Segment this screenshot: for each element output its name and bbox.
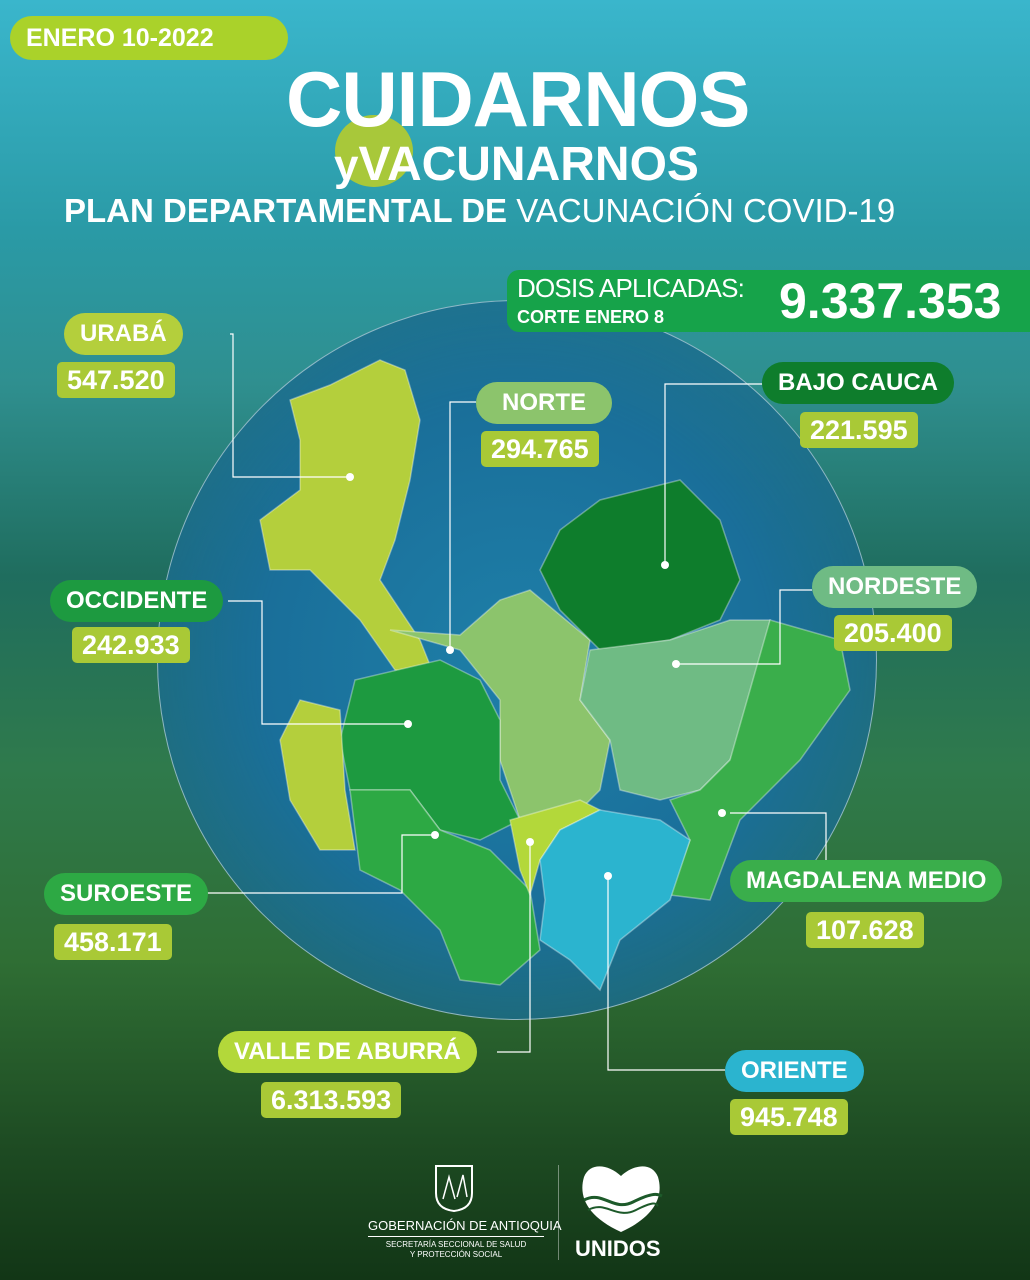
value-oriente: 945.748: [730, 1099, 848, 1135]
value-nordeste: 205.400: [834, 615, 952, 651]
total-doses-banner: DOSIS APLICADAS: CORTE ENERO 8 9.337.353: [507, 270, 1030, 332]
dept-line1: SECRETARÍA SECCIONAL DE SALUD: [385, 1240, 527, 1249]
region-magdalena-medio[interactable]: [668, 619, 851, 901]
subtitle-light: VACUNACIÓN COVID-19: [516, 192, 896, 229]
connector-oriente: [607, 876, 725, 1071]
title-line2: yVACUNARNOS: [334, 140, 699, 191]
unidos-heart-icon: [582, 1166, 663, 1232]
total-cutoff: CORTE ENERO 8: [517, 307, 665, 327]
connector-magdalena: [730, 812, 827, 860]
connector-nordeste: [676, 589, 812, 665]
region-uraba[interactable]: [259, 359, 441, 691]
value-uraba: 547.520: [57, 362, 175, 398]
title-line1: CUIDARNOS: [286, 55, 750, 143]
value-magdalena-medio: 107.628: [806, 912, 924, 948]
connector-suroeste: [202, 834, 435, 894]
label-suroeste: SUROESTE: [44, 873, 209, 915]
label-bajo-cauca: BAJO CAUCA: [762, 362, 955, 404]
value-bajo-cauca: 221.595: [800, 412, 918, 448]
title-vacunarnos: VACUNARNOS: [358, 138, 699, 191]
unidos-brand: UNIDOS: [575, 1236, 661, 1261]
label-oriente: ORIENTE: [725, 1050, 864, 1092]
label-uraba: URABÁ: [64, 313, 183, 355]
label-valle-de-aburra: VALLE DE ABURRÁ: [218, 1031, 477, 1073]
region-oriente[interactable]: [539, 809, 691, 992]
label-occidente: OCCIDENTE: [50, 580, 224, 622]
subtitle: PLAN DEPARTAMENTAL DE VACUNACIÓN COVID-1…: [64, 193, 895, 229]
value-occidente: 242.933: [72, 627, 190, 663]
connector-uraba: [230, 333, 350, 478]
label-magdalena-medio: MAGDALENA MEDIO: [730, 860, 1003, 902]
gov-name: GOBERNACIÓN DE ANTIOQUIA: [368, 1218, 562, 1237]
government-logo-text: GOBERNACIÓN DE ANTIOQUIA SECRETARÍA SECC…: [368, 1218, 562, 1260]
value-valle-de-aburra: 6.313.593: [261, 1082, 402, 1118]
connector-norte: [449, 401, 476, 650]
title-circle-decoration: [335, 115, 413, 187]
region-bajo-cauca[interactable]: [539, 479, 741, 651]
dept-line2: Y PROTECCIÓN SOCIAL: [409, 1250, 503, 1259]
region-norte[interactable]: [389, 589, 611, 821]
title-y: y: [334, 141, 359, 190]
value-suroeste: 458.171: [54, 924, 172, 960]
connector-bajo-cauca: [664, 383, 762, 565]
label-norte: NORTE: [476, 382, 612, 424]
coat-of-arms-icon: [435, 1165, 473, 1213]
total-value: 9.337.353: [779, 273, 1002, 329]
footer-divider: [558, 1165, 559, 1260]
value-norte: 294.765: [481, 431, 599, 467]
region-occidente[interactable]: [339, 659, 522, 841]
total-label: DOSIS APLICADAS:: [517, 273, 745, 303]
region-suroeste-west[interactable]: [279, 699, 356, 851]
connector-valle: [497, 842, 531, 1053]
region-suroeste[interactable]: [349, 789, 541, 986]
subtitle-bold: PLAN DEPARTAMENTAL DE: [64, 192, 508, 229]
label-nordeste: NORDESTE: [812, 566, 978, 608]
date-badge: ENERO 10-2022: [10, 16, 288, 60]
connector-occidente: [228, 600, 408, 725]
